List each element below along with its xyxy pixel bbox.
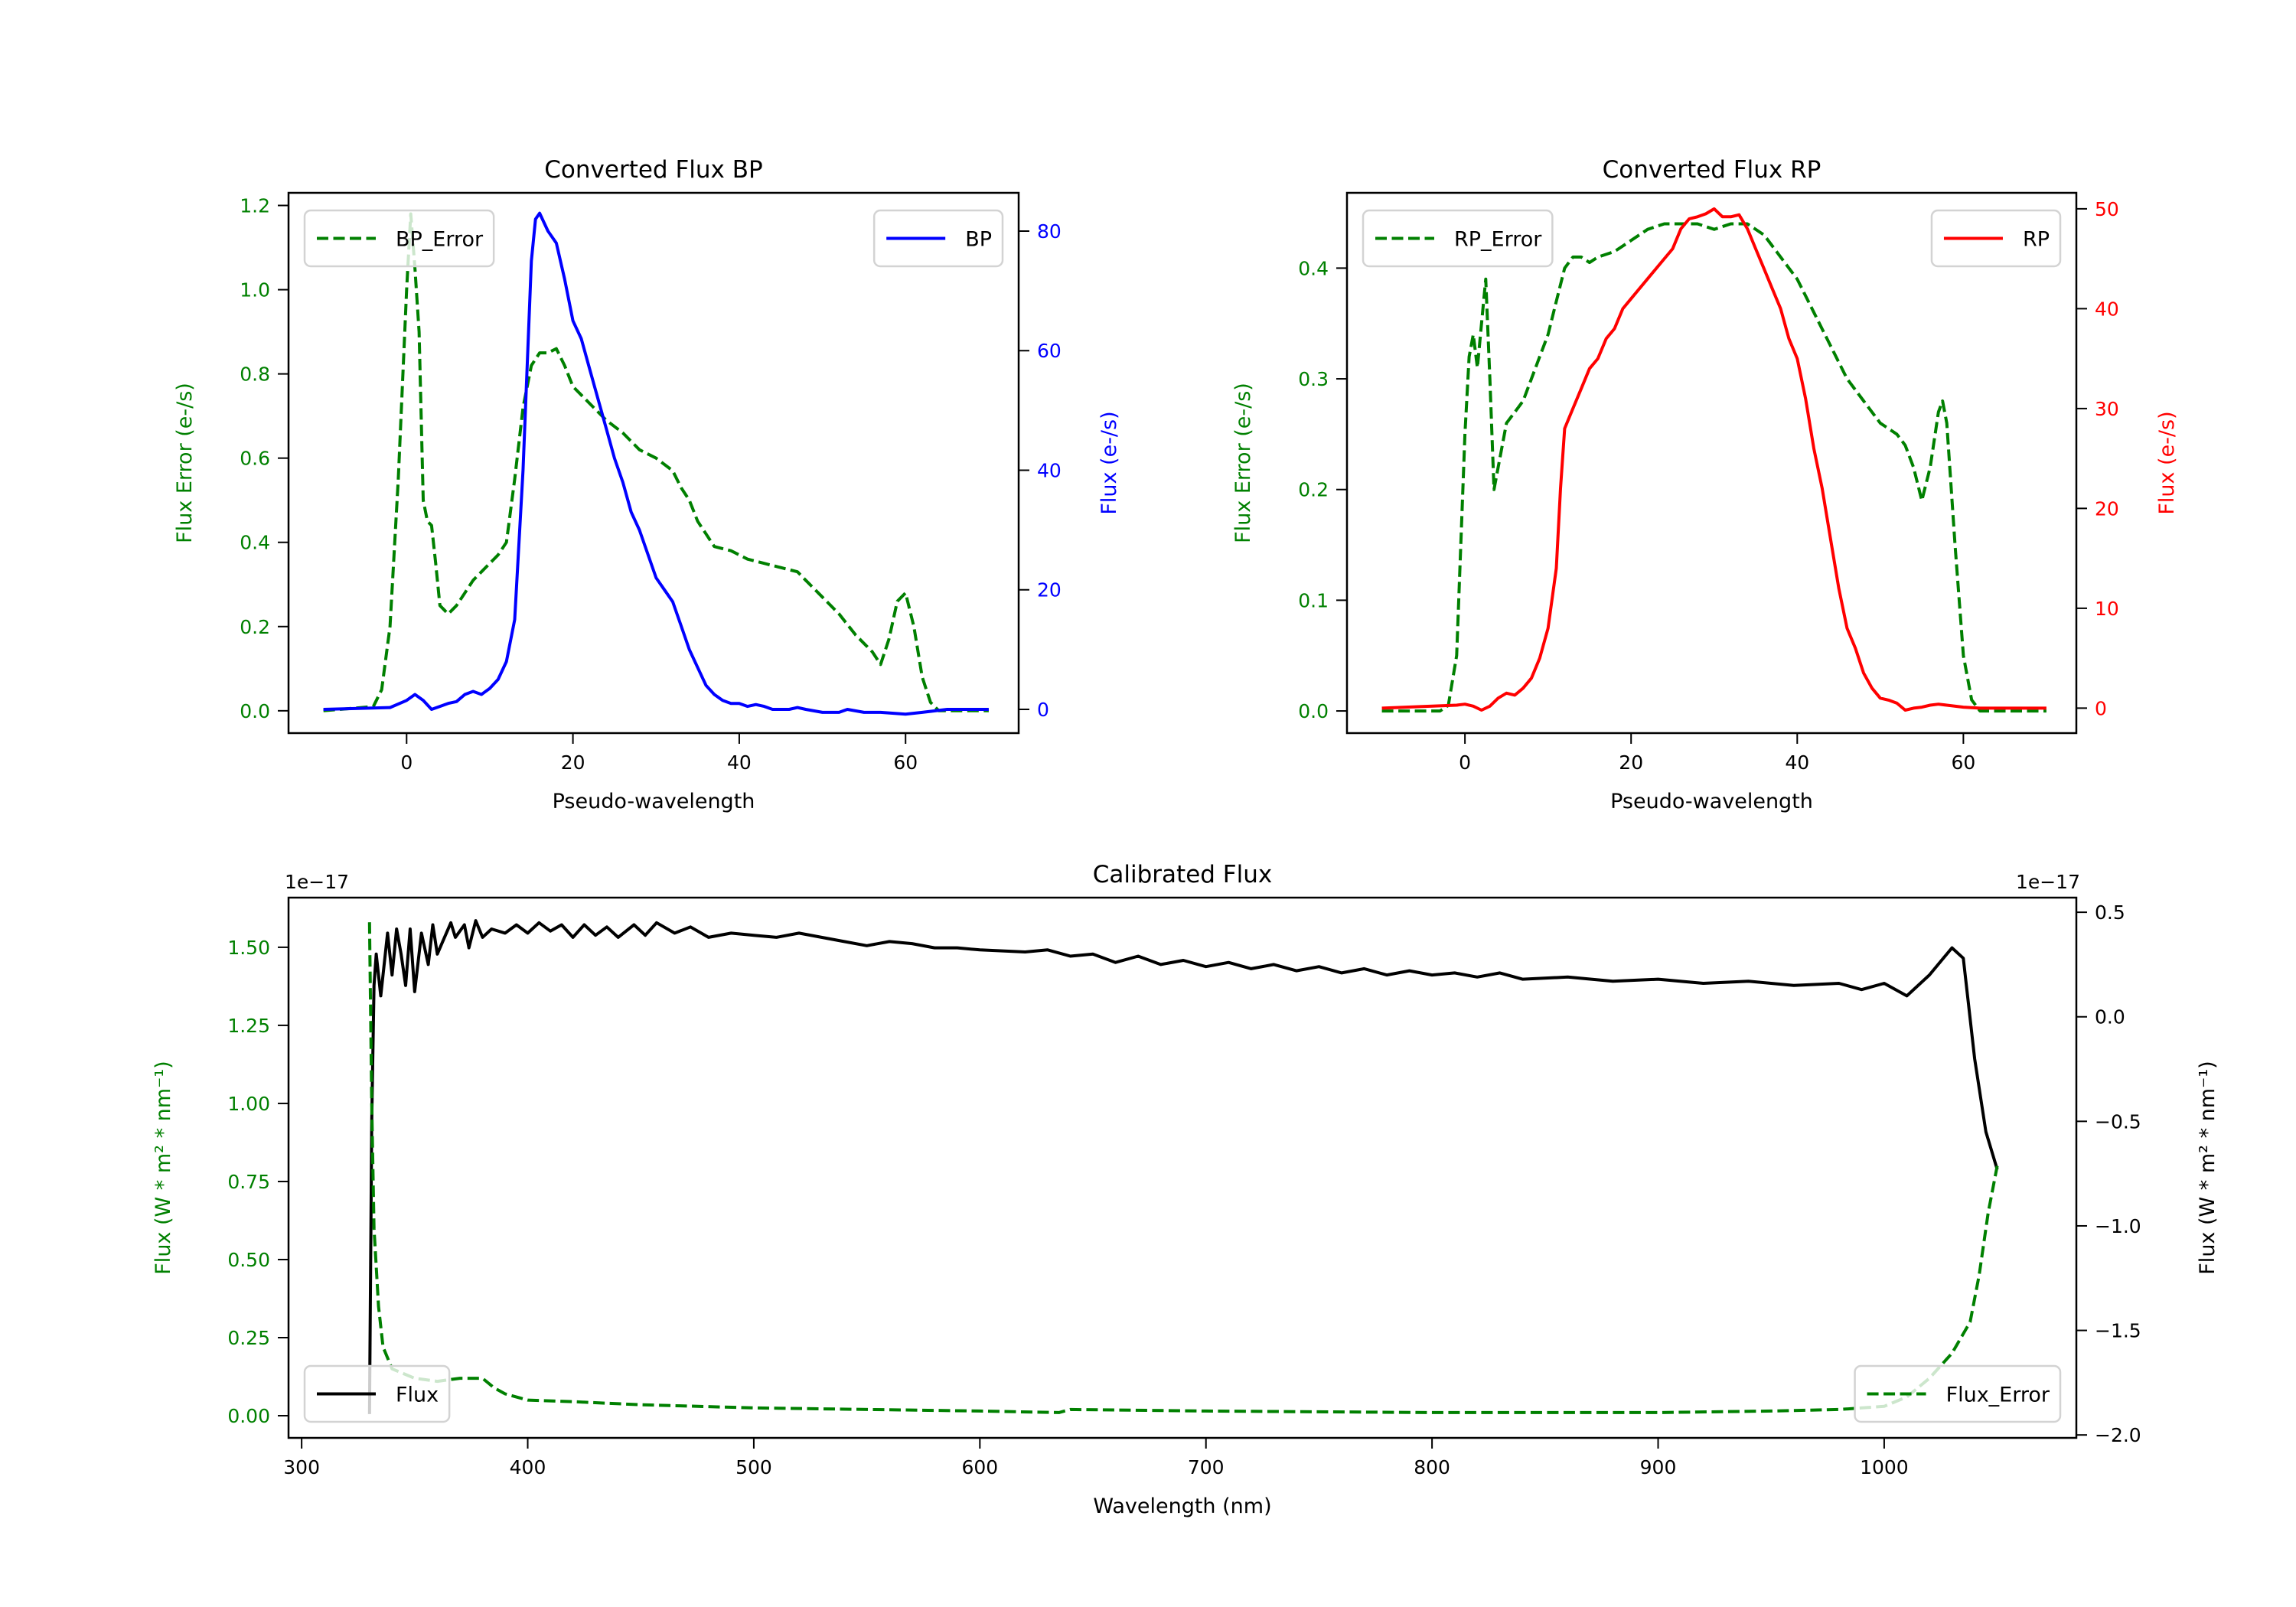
series-group [323, 211, 989, 716]
x-axis-label: Wavelength (nm) [1093, 1495, 1271, 1518]
y-left-tick-label: 0.25 [227, 1327, 270, 1349]
chart-title: Converted Flux BP [544, 156, 762, 184]
y-right-tick-label: −1.0 [2095, 1215, 2141, 1237]
x-tick-label: 20 [1619, 751, 1643, 774]
x-axis-label: Pseudo-wavelength [1610, 790, 1813, 813]
y-left-tick-label: 0.1 [1298, 589, 1329, 611]
y-left-tick-label: 0.2 [1298, 479, 1329, 501]
y-right-tick-label: −0.5 [2095, 1110, 2141, 1133]
series-group [1381, 207, 2047, 713]
x-tick-label: 300 [283, 1456, 320, 1478]
legend-box [303, 209, 495, 268]
y-left-tick-label: 1.25 [227, 1015, 270, 1037]
series-line-bp [323, 211, 989, 716]
y-left-tick-label: 1.00 [227, 1093, 270, 1115]
x-tick-label: 600 [961, 1456, 998, 1478]
x-tick-label: 60 [893, 751, 918, 774]
y-right-tick-label: 20 [1037, 579, 1062, 601]
legend-label: BP [965, 228, 992, 252]
y-left-tick-label: 0.4 [240, 532, 270, 554]
chart-cal: 300 400 500 600 700 800 900 1000 0.00 0.25 0.50 0.7… [152, 861, 2219, 1518]
y-right-axis-label: Flux (e-/s) [2155, 411, 2179, 514]
y-right-tick-label: 60 [1037, 340, 1062, 362]
y-left-offset-text: 1e−17 [285, 871, 349, 893]
legend-rp: RP [1930, 209, 2062, 268]
legend-box [1362, 209, 1554, 268]
y-right-tick-label: 0 [1037, 699, 1049, 721]
axes-frame [287, 896, 2078, 1439]
chart-bp: 0 20 40 60 0.0 0.2 0.4 0.6 0.8 1.0 1.2 0 20 40 60 80 Con… [173, 156, 1121, 813]
legend-label: Flux_Error [1946, 1384, 2050, 1407]
axes-frame [1345, 191, 2078, 735]
y-left-tick-label: 0.3 [1298, 368, 1329, 390]
x-tick-label: 40 [727, 751, 752, 774]
y-left-tick-label: 0.0 [1298, 700, 1329, 722]
y-left-tick-label: 0.00 [227, 1405, 270, 1427]
y-right-tick-label: 40 [2095, 298, 2119, 320]
x-tick-label: 900 [1640, 1456, 1677, 1478]
y-right-axis-label: Flux (e-/s) [1097, 411, 1121, 514]
legend-label: RP_Error [1454, 228, 1542, 252]
y-right-tick-label: −1.5 [2095, 1320, 2141, 1342]
y-left-tick-label: 0.6 [240, 448, 270, 470]
series-line-bp-error [323, 212, 989, 712]
x-tick-label: 1000 [1860, 1456, 1909, 1478]
y-left-tick-label: 0.0 [240, 700, 270, 722]
legend-label: RP [2023, 228, 2050, 252]
x-axis-label: Pseudo-wavelength [553, 790, 755, 813]
y-left-axis-label: Flux (W * m² * nm⁻¹) [152, 1061, 175, 1274]
legend-label: Flux [396, 1384, 439, 1407]
series-line-rp [1381, 207, 2047, 712]
y-left-tick-label: 0.4 [1298, 257, 1329, 279]
x-tick-label: 40 [1785, 751, 1809, 774]
y-left-tick-label: 0.2 [240, 616, 270, 638]
x-tick-label: 0 [400, 751, 413, 774]
legend-bp-error: BP_Error [303, 209, 495, 268]
y-left-tick-label: 1.0 [240, 279, 270, 302]
y-right-tick-label: 0.0 [2095, 1006, 2125, 1028]
legend-bp: BP [872, 209, 1004, 268]
chart-title: Calibrated Flux [1093, 861, 1272, 888]
y-right-tick-label: 10 [2095, 598, 2119, 620]
y-left-tick-label: 1.2 [240, 195, 270, 217]
y-left-axis-label: Flux Error (e-/s) [173, 383, 197, 543]
legend-label: BP_Error [396, 228, 484, 252]
y-right-tick-label: 40 [1037, 459, 1062, 481]
y-right-axis-label: Flux (W * m² * nm⁻¹) [2196, 1061, 2219, 1274]
x-tick-label: 800 [1414, 1456, 1450, 1478]
x-tick-label: 20 [561, 751, 585, 774]
y-right-tick-label: 20 [2095, 497, 2119, 520]
y-right-tick-label: 80 [1037, 220, 1062, 243]
y-right-tick-label: 30 [2095, 398, 2119, 420]
y-right-offset-text: 1e−17 [2016, 871, 2080, 893]
legend-box [303, 1364, 451, 1423]
x-tick-label: 500 [735, 1456, 772, 1478]
y-left-tick-label: 0.8 [240, 363, 270, 386]
y-left-axis-label: Flux Error (e-/s) [1231, 383, 1255, 543]
x-tick-label: 400 [510, 1456, 546, 1478]
legend-box [1854, 1364, 2062, 1423]
y-right-tick-label: 50 [2095, 198, 2119, 220]
series-line-rp-error [1381, 222, 2047, 713]
y-left-tick-label: 0.50 [227, 1249, 270, 1271]
x-tick-label: 700 [1188, 1456, 1225, 1478]
legend-rp-error: RP_Error [1362, 209, 1554, 268]
chart-rp: 0 20 40 60 0.0 0.1 0.2 0.3 0.4 0 10 20 30 40 50 Convert… [1231, 156, 2179, 813]
x-tick-label: 0 [1459, 751, 1471, 774]
x-tick-label: 60 [1951, 751, 1975, 774]
y-left-tick-label: 0.75 [227, 1171, 270, 1193]
chart-title: Converted Flux RP [1603, 156, 1821, 184]
legend-flux: Flux [303, 1364, 451, 1423]
y-right-tick-label: −2.0 [2095, 1424, 2141, 1446]
axes-frame [287, 191, 1020, 735]
legend-flux-error: Flux_Error [1854, 1364, 2062, 1423]
y-right-tick-label: 0.5 [2095, 901, 2125, 924]
y-left-tick-label: 1.50 [227, 937, 270, 959]
series-line-flux [367, 919, 1999, 1414]
y-right-tick-label: 0 [2095, 697, 2107, 719]
